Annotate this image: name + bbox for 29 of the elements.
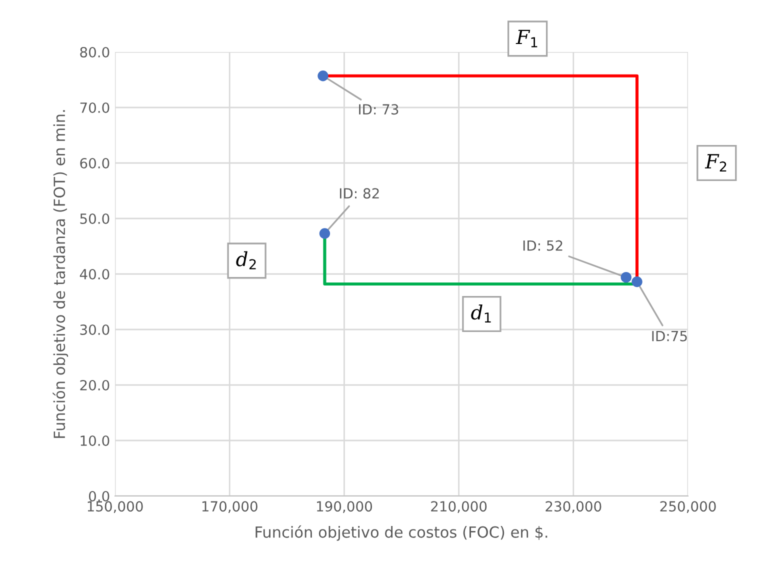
annotation: ID:75: [652, 331, 687, 342]
x-tick-label: 150,000: [88, 501, 143, 514]
text: F$_{2}$: [704, 154, 726, 172]
text: F$_{1}$: [516, 30, 538, 48]
x-tick-label: 230,000: [546, 501, 602, 514]
point: [632, 276, 642, 288]
x-tick-label: 170,000: [202, 501, 258, 514]
y-tick-label: 0.0: [88, 490, 110, 502]
x-axis-title: Función objetivo de costos (FOC) en $.: [256, 525, 548, 541]
y-tick-label: 20.0: [80, 380, 110, 390]
point: [319, 228, 330, 239]
annotation: ID: 73: [359, 104, 398, 115]
annotation: ID: 82: [340, 188, 379, 199]
x-tick-label: 190,000: [317, 501, 372, 514]
point: [620, 272, 632, 283]
y-axis-title: Función objetivo de tardanza (FOT) en min.: [52, 110, 68, 438]
y-tick-label: 50.0: [80, 213, 110, 224]
y-tick-label: 10.0: [80, 435, 110, 446]
y-tick-label: 30.0: [80, 324, 110, 335]
y-tick-label: 40.0: [80, 268, 110, 280]
point: [318, 70, 328, 82]
y-tick-label: 80.0: [80, 46, 110, 58]
annotation: d$_{1}$: [471, 304, 491, 323]
x-tick-label: 210,000: [431, 501, 487, 514]
annotation: d$_{2}$: [236, 251, 256, 270]
x-tick-label: 250,000: [660, 501, 716, 514]
y-tick-label: 60.0: [80, 158, 110, 168]
annotation: ID: 52: [523, 240, 562, 251]
y-tick-label: 70.0: [80, 102, 110, 113]
